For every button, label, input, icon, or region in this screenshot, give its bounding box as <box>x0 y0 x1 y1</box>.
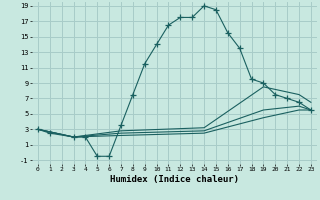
X-axis label: Humidex (Indice chaleur): Humidex (Indice chaleur) <box>110 175 239 184</box>
